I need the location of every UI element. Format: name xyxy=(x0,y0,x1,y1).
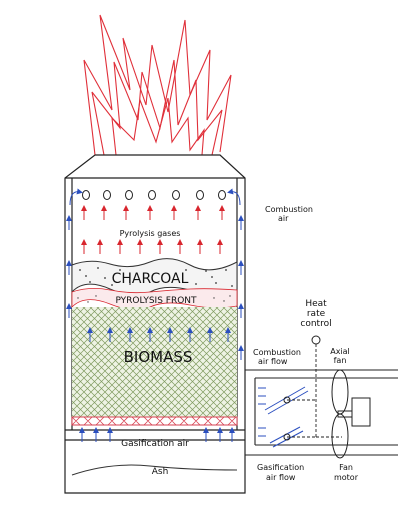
pyrolysis-gas-arrows xyxy=(81,205,225,254)
wall-air-arrows xyxy=(66,215,244,360)
label-fan: fan xyxy=(334,356,347,365)
label-fan-motor: Fan xyxy=(339,463,353,472)
label-pyrolysis-front: PYROLYSIS FRONT xyxy=(115,296,197,306)
side-airflow-ticks xyxy=(258,387,266,437)
heat-rate-control-icon xyxy=(311,335,321,345)
gasification-damper xyxy=(269,426,304,448)
gasification-air-arrows xyxy=(79,427,235,442)
label-motor: motor xyxy=(334,473,359,482)
air-ports xyxy=(82,190,226,200)
label-rate: rate xyxy=(307,309,326,319)
biomass-air-arrows xyxy=(87,327,231,342)
charcoal-speckle xyxy=(79,267,233,287)
ash-pile xyxy=(71,464,238,476)
label-combustion-air-flow: Combustion xyxy=(253,348,301,357)
combustion-damper xyxy=(264,386,309,415)
label-gasification-air-flow: Gasification xyxy=(257,463,304,472)
control-links xyxy=(287,344,342,438)
fan-motor-icon xyxy=(351,397,371,427)
label-charcoal: CHARCOAL xyxy=(112,271,189,287)
label-gasification-air: Gasification air xyxy=(121,439,189,449)
label-biomass: BIOMASS xyxy=(124,348,193,366)
air-duct xyxy=(245,369,398,456)
label-heat: Heat xyxy=(305,299,327,309)
grate xyxy=(71,416,238,426)
label-gasification-air-flow-2: air flow xyxy=(266,473,296,482)
flame-icon xyxy=(83,14,232,156)
combustion-air-arrows xyxy=(69,188,241,206)
biomass-hatch xyxy=(72,307,237,417)
label-axial: Axial xyxy=(330,347,350,356)
pyrolysis-speckle xyxy=(77,295,231,303)
label-pyrolysis-gases: Pyrolysis gases xyxy=(120,229,181,238)
label-combustion-air-flow-2: air flow xyxy=(258,357,288,366)
label-ash: Ash xyxy=(152,467,169,477)
label-combustion-air-2: air xyxy=(278,214,289,223)
label-control: control xyxy=(300,319,331,329)
label-combustion-air: Combustion xyxy=(265,205,313,214)
